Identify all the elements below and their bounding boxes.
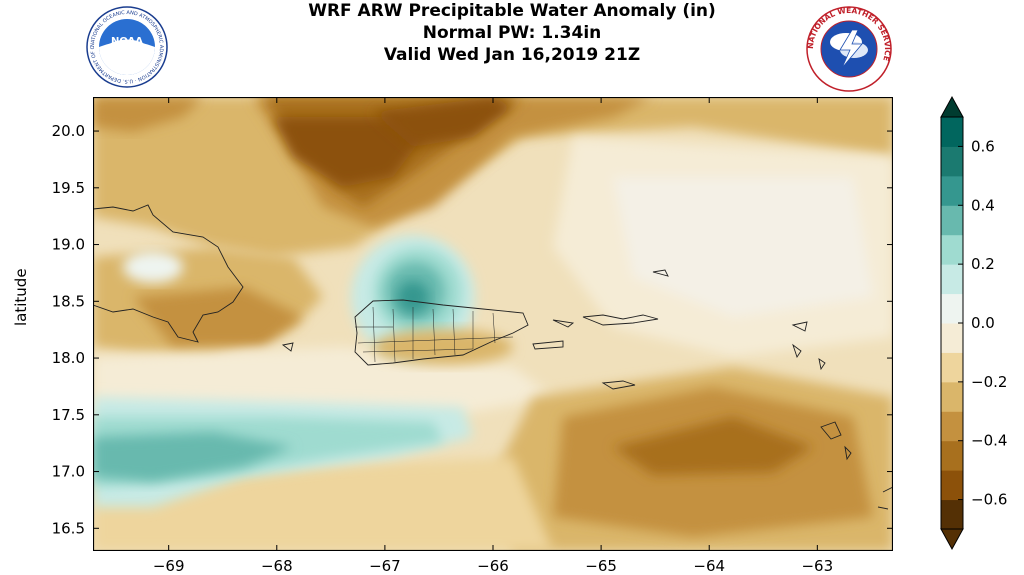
noaa-logo-text: NOAA (111, 36, 143, 47)
nws-logo: NATIONAL WEATHER SERVICE (806, 6, 892, 92)
y-tick-label: 19.0 (52, 236, 85, 254)
colorbar-tick-label: 0.2 (971, 255, 995, 273)
x-tick-label: −63 (801, 557, 833, 575)
anegada-coast (652, 269, 669, 277)
colorbar-segment (941, 264, 963, 295)
y-tick-label: 18.5 (52, 292, 85, 310)
mona-coast (281, 342, 294, 352)
y-tick-label: 17.5 (52, 406, 85, 424)
vieques-coast (532, 340, 564, 350)
y-axis: 20.0 19.5 19.0 18.5 18.0 17.5 17.0 16.5 (52, 122, 893, 537)
coastlines (93, 204, 893, 510)
x-tick-label: −67 (369, 557, 401, 575)
leeward-islands-coast (791, 321, 826, 371)
title-line-2: Normal PW: 1.34in (422, 23, 602, 43)
colorbar-segment (941, 175, 963, 206)
map-plot (93, 97, 893, 551)
colorbar-extend-high (940, 95, 964, 118)
y-tick-label: 19.5 (52, 179, 85, 197)
colorbar-segment (941, 352, 963, 383)
colorbar-segment (941, 146, 963, 177)
colorbar-extend-low (940, 528, 964, 551)
colorbar-tick-label: 0.6 (971, 137, 995, 155)
x-tick-label: −68 (261, 557, 293, 575)
st-croix-coast (601, 380, 636, 390)
hispaniola-coast (93, 204, 244, 343)
puerto-rico-coast (354, 299, 529, 366)
chart-title: WRF ARW Precipitable Water Anomaly (in) … (0, 0, 1024, 66)
virgin-islands-coast (582, 314, 659, 326)
colorbar-segment (941, 499, 963, 530)
y-tick-label: 16.5 (52, 519, 85, 537)
x-axis: −69 −68 −67 −66 −65 −64 −63 (153, 97, 833, 575)
x-tick-label: −64 (693, 557, 725, 575)
municipality-lines (355, 306, 514, 363)
x-tick-label: −66 (477, 557, 509, 575)
colorbar-tick-label: −0.6 (971, 491, 1007, 509)
colorbar-tick-label: −0.4 (971, 432, 1007, 450)
x-tick-label: −65 (585, 557, 617, 575)
y-tick-label: 17.0 (52, 463, 85, 481)
title-line-1: WRF ARW Precipitable Water Anomaly (in) (308, 1, 716, 21)
colorbar-segment (941, 381, 963, 412)
y-tick-label: 18.0 (52, 349, 85, 367)
culebra-coast (552, 319, 575, 328)
colorbar: 0.6 0.4 0.2 0.0 −0.2 −0.4 −0.6 (940, 95, 1007, 551)
colorbar-segment (941, 470, 963, 501)
colorbar-segment (941, 293, 963, 324)
colorbar-segment (941, 323, 963, 353)
dominica-coast (877, 486, 893, 510)
colorbar-tick-label: 0.0 (971, 314, 995, 332)
colorbar-segment (941, 234, 963, 265)
y-tick-label: 20.0 (52, 122, 85, 140)
title-line-3: Valid Wed Jan 16,2019 21Z (383, 45, 641, 65)
colorbar-segment (941, 411, 963, 442)
anomaly-field (93, 97, 893, 551)
guadeloupe-coast (820, 421, 852, 461)
colorbar-segment (941, 117, 963, 147)
colorbar-segment (941, 205, 963, 236)
colorbar-segment (941, 440, 963, 471)
colorbar-tick-label: −0.2 (971, 373, 1007, 391)
x-tick-label: −69 (153, 557, 185, 575)
noaa-logo: NOAA NATIONAL OCEANIC AND ATMOSPHERIC AD… (86, 6, 168, 88)
colorbar-tick-label: 0.4 (971, 196, 995, 214)
